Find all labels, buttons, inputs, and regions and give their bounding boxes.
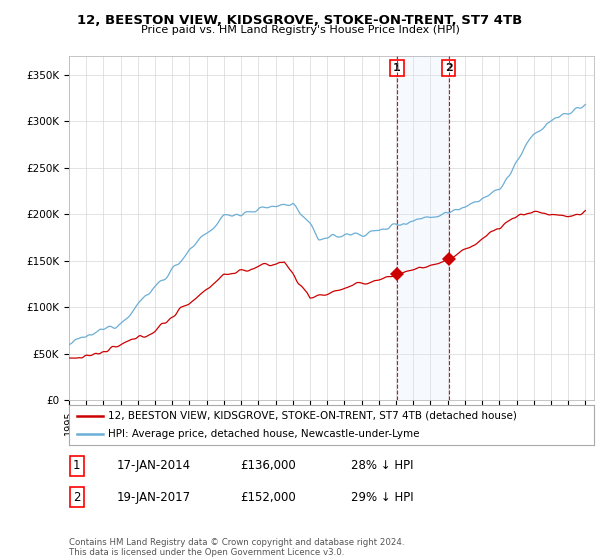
Text: 17-JAN-2014: 17-JAN-2014 — [117, 459, 191, 473]
Text: Price paid vs. HM Land Registry's House Price Index (HPI): Price paid vs. HM Land Registry's House … — [140, 25, 460, 35]
Text: 2: 2 — [73, 491, 80, 504]
Bar — [397, 56, 449, 400]
Text: 29% ↓ HPI: 29% ↓ HPI — [351, 491, 413, 504]
Text: 1: 1 — [73, 459, 80, 473]
Text: 12, BEESTON VIEW, KIDSGROVE, STOKE-ON-TRENT, ST7 4TB (detached house): 12, BEESTON VIEW, KIDSGROVE, STOKE-ON-TR… — [109, 411, 517, 421]
Text: 2: 2 — [445, 63, 452, 73]
Text: Contains HM Land Registry data © Crown copyright and database right 2024.
This d: Contains HM Land Registry data © Crown c… — [69, 538, 404, 557]
Text: HPI: Average price, detached house, Newcastle-under-Lyme: HPI: Average price, detached house, Newc… — [109, 430, 420, 439]
Text: 12, BEESTON VIEW, KIDSGROVE, STOKE-ON-TRENT, ST7 4TB: 12, BEESTON VIEW, KIDSGROVE, STOKE-ON-TR… — [77, 14, 523, 27]
Text: 19-JAN-2017: 19-JAN-2017 — [117, 491, 191, 504]
Text: £152,000: £152,000 — [240, 491, 296, 504]
Text: 28% ↓ HPI: 28% ↓ HPI — [351, 459, 413, 473]
Text: £136,000: £136,000 — [240, 459, 296, 473]
Text: 1: 1 — [393, 63, 401, 73]
